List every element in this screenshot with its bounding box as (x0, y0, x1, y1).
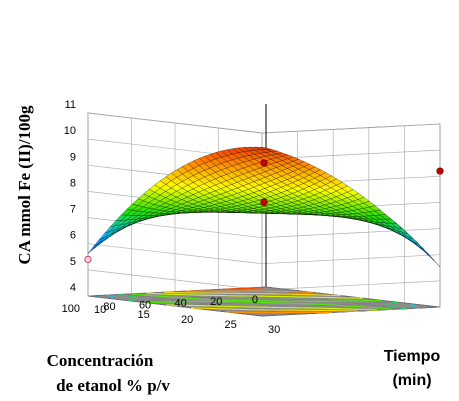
contour-line (146, 292, 377, 311)
x-tick-label: 0 (252, 294, 258, 306)
z-axis-title: CA mmol Fe (II)/100g (15, 105, 34, 265)
surface-cell (260, 147, 272, 150)
z-tick-label: 8 (70, 177, 76, 189)
floor-contours (95, 286, 431, 314)
x-axis-title-line2: de etanol % p/v (56, 376, 170, 395)
design-point-2 (260, 198, 268, 206)
y-tick-label: 25 (225, 319, 237, 331)
x-tick-label: 40 (175, 298, 187, 310)
x-tick-label: 60 (139, 299, 151, 311)
contour-line (118, 293, 407, 310)
y-tick-label: 15 (138, 309, 150, 321)
contour-line (226, 286, 267, 290)
design-point-1 (84, 255, 92, 263)
z-tick-label: 4 (70, 282, 76, 294)
y-axis-title-line2: (min) (392, 372, 431, 389)
y-tick-label: 10 (94, 304, 106, 316)
y-axis-title-line1: Tiempo (384, 348, 441, 365)
design-points (84, 159, 444, 263)
design-point-4 (436, 167, 444, 175)
contour-line (106, 294, 419, 309)
floor-gridline (174, 296, 354, 307)
z-tick-label: 9 (70, 151, 76, 163)
y-tick-label: 20 (181, 314, 193, 326)
y-tick-label: 30 (268, 324, 280, 336)
z-tick-label: 10 (64, 125, 76, 137)
x-tick-label: 20 (210, 296, 222, 308)
contour-line (95, 295, 431, 309)
z-tick-label: 11 (65, 99, 76, 111)
x-tick-label: 100 (62, 303, 80, 315)
x-tick-label: 80 (103, 301, 115, 313)
z-tick-label: 5 (70, 256, 76, 268)
response-surface (87, 146, 441, 268)
x-axis-title-line1: Concentración (47, 351, 154, 370)
right-wall (261, 123, 441, 317)
z-tick-label: 6 (70, 230, 76, 242)
design-point-3 (260, 159, 268, 167)
contour-line (163, 291, 358, 312)
contour-line (186, 290, 332, 314)
z-tick-label: 7 (70, 204, 76, 216)
contour-line (131, 293, 393, 310)
